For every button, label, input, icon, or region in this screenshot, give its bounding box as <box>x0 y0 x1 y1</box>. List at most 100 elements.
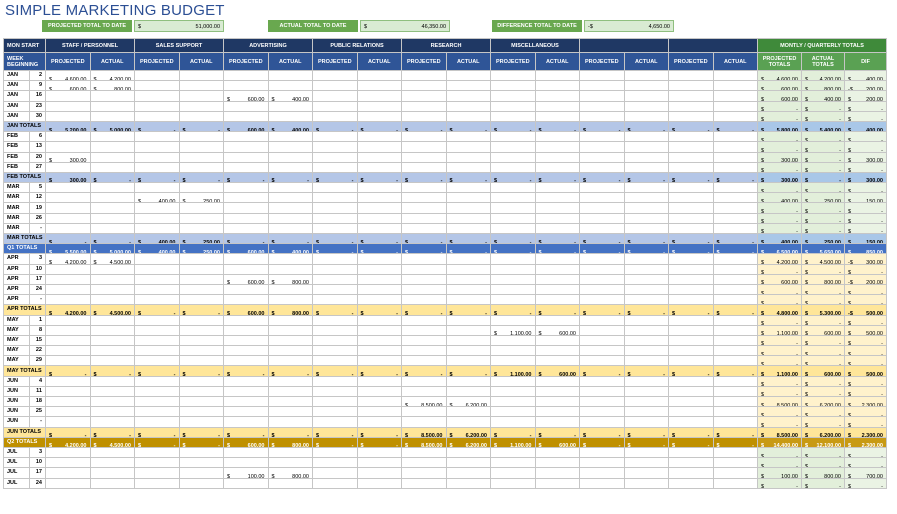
projected-cell[interactable] <box>668 446 714 459</box>
projected-cell[interactable] <box>490 385 536 398</box>
actual-cell[interactable] <box>534 90 580 102</box>
actual-total-cell[interactable]: $ - <box>801 161 845 173</box>
actual-cell[interactable] <box>356 314 402 326</box>
actual-cell[interactable]: $250.00 <box>178 192 224 204</box>
actual-cell[interactable]: $ - <box>356 232 402 245</box>
projected-cell[interactable] <box>401 131 447 143</box>
projected-cell[interactable] <box>401 151 447 163</box>
projected-cell[interactable] <box>312 294 358 306</box>
projected-total-cell[interactable]: $8,500.00 <box>757 395 802 408</box>
dif-cell[interactable]: $ - <box>844 294 887 306</box>
projected-cell[interactable]: $600.00 <box>223 120 269 133</box>
actual-cell[interactable] <box>89 90 135 102</box>
projected-cell[interactable] <box>45 406 91 418</box>
actual-cell[interactable]: $ - <box>356 436 402 448</box>
actual-cell[interactable] <box>534 273 580 285</box>
dif-cell[interactable]: $ - <box>844 283 887 296</box>
actual-cell[interactable]: $ - <box>89 171 135 184</box>
actual-cell[interactable] <box>623 477 669 489</box>
actual-cell[interactable] <box>178 385 224 398</box>
projected-cell[interactable] <box>223 100 269 112</box>
dif-cell[interactable]: $ - <box>844 416 887 428</box>
actual-total-cell[interactable]: $ - <box>801 375 845 387</box>
actual-cell[interactable] <box>712 69 758 82</box>
actual-cell[interactable]: $ - <box>623 304 669 316</box>
actual-cell[interactable] <box>178 69 224 82</box>
actual-cell[interactable] <box>445 314 491 326</box>
actual-cell[interactable] <box>178 467 224 479</box>
projected-cell[interactable] <box>490 222 536 235</box>
projected-cell[interactable]: $ - <box>668 304 714 316</box>
actual-cell[interactable] <box>623 294 669 306</box>
projected-cell[interactable] <box>45 182 91 194</box>
projected-cell[interactable] <box>312 395 358 408</box>
actual-cell[interactable] <box>534 345 580 357</box>
dif-cell[interactable]: -$ 500.00 <box>844 304 887 316</box>
projected-cell[interactable] <box>579 416 625 428</box>
projected-cell[interactable]: $ - <box>490 304 536 316</box>
actual-cell[interactable] <box>267 182 313 194</box>
projected-cell[interactable] <box>579 80 625 92</box>
projected-cell[interactable] <box>134 477 180 489</box>
actual-cell[interactable] <box>178 355 224 367</box>
actual-cell[interactable]: $600.00 <box>534 365 580 377</box>
dif-cell[interactable]: $500.00 <box>844 324 887 336</box>
projected-cell[interactable]: $ - <box>312 243 358 255</box>
projected-cell[interactable] <box>490 141 536 153</box>
projected-total-cell[interactable]: $ - <box>757 212 802 224</box>
actual-cell[interactable] <box>267 395 313 408</box>
projected-cell[interactable] <box>45 212 91 224</box>
projected-total-cell[interactable]: $ - <box>757 222 802 235</box>
projected-cell[interactable]: $ - <box>579 243 625 255</box>
projected-total-cell[interactable]: $4,800.00 <box>757 304 802 316</box>
projected-cell[interactable] <box>490 161 536 173</box>
actual-cell[interactable] <box>712 182 758 194</box>
projected-total-cell[interactable]: $300.00 <box>757 171 802 184</box>
projected-cell[interactable] <box>134 314 180 326</box>
projected-cell[interactable]: $ - <box>401 120 447 133</box>
actual-cell[interactable]: $ - <box>356 120 402 133</box>
actual-cell[interactable] <box>267 477 313 489</box>
actual-cell[interactable] <box>534 395 580 408</box>
projected-cell[interactable]: $1,100.00 <box>490 365 536 377</box>
projected-cell[interactable] <box>401 375 447 387</box>
projected-cell[interactable] <box>223 355 269 367</box>
actual-cell[interactable] <box>89 283 135 296</box>
actual-cell[interactable]: $ - <box>712 304 758 316</box>
projected-cell[interactable] <box>401 406 447 418</box>
actual-cell[interactable] <box>267 375 313 387</box>
actual-cell[interactable] <box>356 192 402 204</box>
actual-cell[interactable] <box>623 161 669 173</box>
projected-cell[interactable] <box>401 294 447 306</box>
projected-cell[interactable] <box>134 202 180 214</box>
projected-cell[interactable] <box>45 141 91 153</box>
actual-cell[interactable] <box>356 69 402 82</box>
actual-cell[interactable]: $800.00 <box>267 304 313 316</box>
projected-cell[interactable]: $4,200.00 <box>45 436 91 448</box>
actual-cell[interactable] <box>356 141 402 153</box>
projected-cell[interactable] <box>490 314 536 326</box>
actual-cell[interactable]: $ - <box>712 232 758 245</box>
actual-total-cell[interactable]: $5,400.00 <box>801 120 845 133</box>
projected-cell[interactable] <box>490 457 536 469</box>
actual-cell[interactable] <box>712 324 758 336</box>
projected-cell[interactable] <box>223 161 269 173</box>
actual-total-cell[interactable]: $250.00 <box>801 192 845 204</box>
projected-cell[interactable]: $8,500.00 <box>401 426 447 438</box>
actual-cell[interactable]: $ - <box>178 171 224 184</box>
projected-cell[interactable] <box>312 324 358 336</box>
actual-cell[interactable] <box>534 355 580 367</box>
projected-cell[interactable]: $ - <box>401 232 447 245</box>
actual-cell[interactable] <box>178 334 224 347</box>
actual-cell[interactable] <box>445 100 491 112</box>
projected-cell[interactable]: $ - <box>45 365 91 377</box>
actual-cell[interactable] <box>267 416 313 428</box>
projected-cell[interactable] <box>223 202 269 214</box>
projected-total-cell[interactable]: $5,800.00 <box>757 120 802 133</box>
projected-cell[interactable] <box>579 355 625 367</box>
projected-cell[interactable] <box>45 416 91 428</box>
actual-cell[interactable] <box>356 324 402 336</box>
projected-cell[interactable] <box>223 151 269 163</box>
actual-cell[interactable] <box>623 263 669 275</box>
projected-cell[interactable]: $1,100.00 <box>490 324 536 336</box>
